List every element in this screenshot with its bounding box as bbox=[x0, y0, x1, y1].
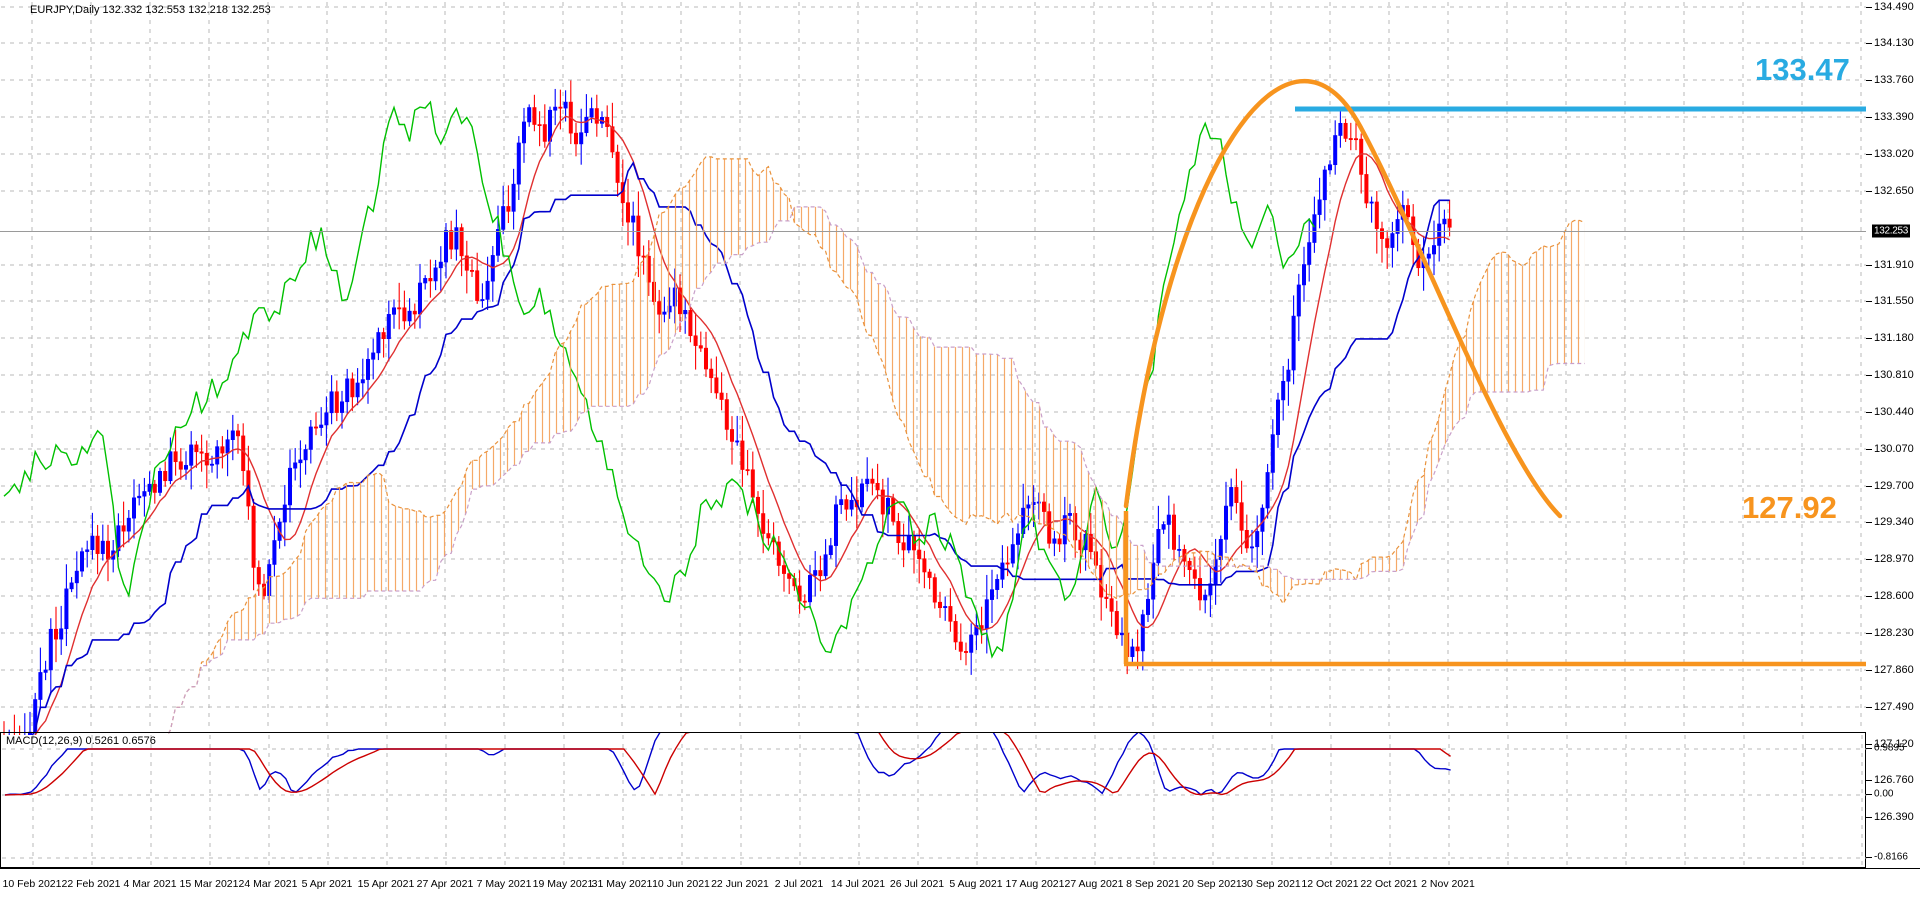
price-axis-label: 127.120 bbox=[1874, 738, 1914, 750]
date-axis-label: 17 Aug 2021 bbox=[1005, 878, 1065, 890]
date-axis-label: 31 May 2021 bbox=[591, 878, 653, 890]
price-axis-label: 130.810 bbox=[1874, 369, 1914, 381]
date-axis-label: 24 Mar 2021 bbox=[238, 878, 298, 890]
macd-axis: 0.9895 0.00 -0.8166 bbox=[1866, 732, 1920, 868]
date-axis-label: 20 Sep 2021 bbox=[1182, 878, 1242, 890]
price-axis-label: 130.440 bbox=[1874, 406, 1914, 418]
price-axis-label: 131.910 bbox=[1874, 259, 1914, 271]
date-axis-label: 4 Mar 2021 bbox=[123, 878, 177, 890]
price-axis-label: 132.650 bbox=[1874, 185, 1914, 197]
price-axis-tick bbox=[1866, 780, 1872, 781]
price-axis-tick bbox=[1866, 412, 1872, 413]
resistance-price-annotation: 133.47 bbox=[1755, 52, 1850, 87]
macd-chart-canvas bbox=[2, 733, 1867, 867]
price-axis-tick bbox=[1866, 43, 1872, 44]
macd-axis-tick bbox=[1866, 794, 1872, 795]
price-axis-label: 131.180 bbox=[1874, 332, 1914, 344]
date-axis-label: 2 Nov 2021 bbox=[1421, 878, 1475, 890]
date-axis-label: 12 Oct 2021 bbox=[1301, 878, 1359, 890]
price-axis-label: 133.020 bbox=[1874, 148, 1914, 160]
current-price-line bbox=[0, 230, 1866, 232]
price-axis-label: 133.760 bbox=[1874, 74, 1914, 86]
price-axis-tick bbox=[1866, 117, 1872, 118]
price-axis-label: 127.490 bbox=[1874, 701, 1914, 713]
support-price-annotation: 127.92 bbox=[1742, 490, 1837, 525]
price-axis-tick bbox=[1866, 670, 1872, 671]
symbol-header-label: EURJPY,Daily 132.332 132.553 132.218 132… bbox=[30, 4, 271, 16]
price-axis-tick bbox=[1866, 338, 1872, 339]
date-axis-label: 14 Jul 2021 bbox=[830, 878, 886, 890]
price-axis-tick bbox=[1866, 265, 1872, 266]
price-axis-label: 134.490 bbox=[1874, 1, 1914, 13]
price-axis-tick bbox=[1866, 154, 1872, 155]
macd-axis-label: 0.9895 bbox=[1874, 742, 1905, 754]
date-axis-label: 10 Jun 2021 bbox=[652, 878, 710, 890]
date-axis-label: 15 Mar 2021 bbox=[179, 878, 239, 890]
date-axis-label: 26 Jul 2021 bbox=[889, 878, 945, 890]
price-axis-label: 129.700 bbox=[1874, 480, 1914, 492]
price-axis-tick bbox=[1866, 7, 1872, 8]
price-axis-tick bbox=[1866, 301, 1872, 302]
date-axis[interactable]: 10 Feb 2021 22 Feb 2021 4 Mar 2021 15 Mar 2… bbox=[0, 868, 1920, 900]
price-axis-tick bbox=[1866, 744, 1872, 745]
date-axis-label: 22 Oct 2021 bbox=[1360, 878, 1418, 890]
macd-header-label: MACD(12,26,9) 0.5261 0.6576 bbox=[6, 735, 156, 747]
macd-axis-tick bbox=[1866, 748, 1872, 749]
macd-axis-label: 0.00 bbox=[1874, 788, 1894, 800]
macd-axis-label: -0.8166 bbox=[1874, 851, 1908, 863]
price-axis-tick bbox=[1866, 707, 1872, 708]
current-price-badge: 132.253 bbox=[1872, 224, 1911, 238]
date-axis-label: 27 Apr 2021 bbox=[416, 878, 474, 890]
price-axis-tick bbox=[1866, 191, 1872, 192]
price-axis-tick bbox=[1866, 559, 1872, 560]
price-axis[interactable]: 134.490 134.130 133.760 133.390 133.020 132.6… bbox=[1866, 0, 1920, 823]
date-axis-label: 27 Aug 2021 bbox=[1064, 878, 1124, 890]
price-axis-tick bbox=[1866, 596, 1872, 597]
date-axis-label: 8 Sep 2021 bbox=[1126, 878, 1180, 890]
date-axis-label: 5 Aug 2021 bbox=[949, 878, 1003, 890]
price-axis-tick bbox=[1866, 449, 1872, 450]
macd-indicator-panel[interactable] bbox=[0, 732, 1867, 868]
price-axis-tick bbox=[1866, 486, 1872, 487]
price-axis-label: 131.550 bbox=[1874, 295, 1914, 307]
date-axis-label: 30 Sep 2021 bbox=[1241, 878, 1301, 890]
macd-axis-tick bbox=[1866, 857, 1872, 858]
price-axis-label: 127.860 bbox=[1874, 664, 1914, 676]
price-axis-label: 130.070 bbox=[1874, 443, 1914, 455]
date-axis-label: 2 Jul 2021 bbox=[774, 878, 824, 890]
date-axis-label: 22 Jun 2021 bbox=[711, 878, 769, 890]
price-axis-tick bbox=[1866, 80, 1872, 81]
price-axis-label: 133.390 bbox=[1874, 111, 1914, 123]
date-axis-label: 10 Feb 2021 bbox=[2, 878, 62, 890]
price-axis-tick bbox=[1866, 522, 1872, 523]
date-axis-label: 15 Apr 2021 bbox=[357, 878, 415, 890]
price-axis-label: 129.340 bbox=[1874, 516, 1914, 528]
price-axis-label: 128.600 bbox=[1874, 590, 1914, 602]
date-axis-label: 19 May 2021 bbox=[532, 878, 594, 890]
date-axis-label: 5 Apr 2021 bbox=[301, 878, 353, 890]
price-chart-canvas bbox=[1, 2, 1866, 735]
price-chart-panel[interactable] bbox=[0, 0, 1920, 735]
price-axis-label: 134.130 bbox=[1874, 37, 1914, 49]
price-axis-tick bbox=[1866, 633, 1872, 634]
date-axis-label: 7 May 2021 bbox=[476, 878, 532, 890]
date-axis-label: 22 Feb 2021 bbox=[61, 878, 121, 890]
price-axis-tick bbox=[1866, 817, 1872, 818]
price-axis-tick bbox=[1866, 375, 1872, 376]
price-axis-label: 126.390 bbox=[1874, 811, 1914, 823]
price-axis-label: 128.970 bbox=[1874, 553, 1914, 565]
price-axis-label: 126.760 bbox=[1874, 774, 1914, 786]
price-axis-label: 128.230 bbox=[1874, 627, 1914, 639]
